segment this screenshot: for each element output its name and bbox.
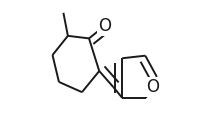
Text: O: O [98, 17, 112, 35]
Text: O: O [147, 78, 160, 96]
